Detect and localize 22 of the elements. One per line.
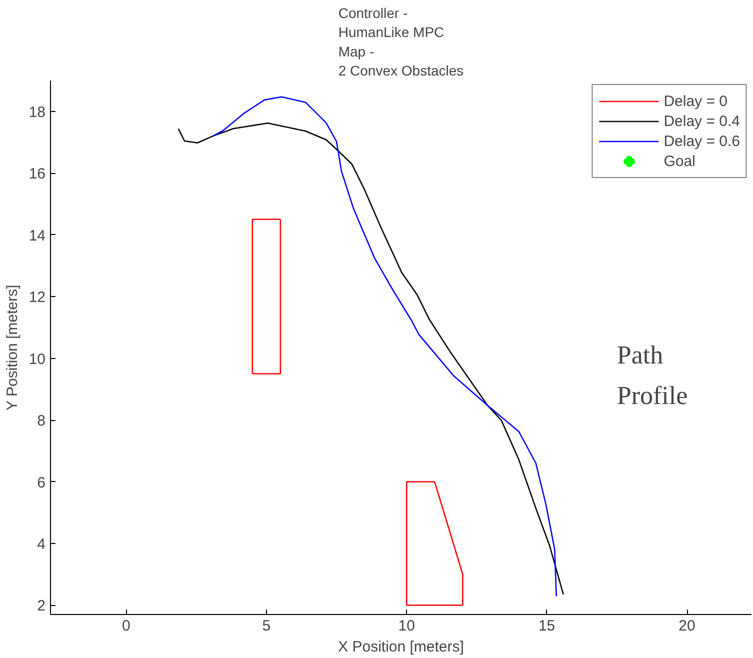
y-tick-label: 2 [37,598,46,615]
x-axis-title: X Position [meters] [338,638,464,656]
legend-label: Goal [664,152,696,170]
y-tick-label: 8 [37,412,46,430]
legend-label: Delay = 0.6 [664,132,740,150]
x-tick-label: 15 [538,618,556,634]
x-tick-label: 5 [262,618,271,634]
x-tick-label: 10 [398,618,415,634]
x-tick-label: 0 [122,618,130,634]
y-tick-label: 4 [37,536,46,554]
y-tick-label: 18 [28,104,46,121]
x-tick-label: 20 [678,618,696,634]
legend-label: Delay = 0.4 [664,112,740,130]
y-tick-label: 10 [28,350,46,368]
y-tick-label: 16 [28,166,46,183]
annotation: Path Profile [616,340,688,410]
y-axis-title: Y Position [meters] [4,284,21,410]
legend-label: Delay = 0 [664,92,728,110]
y-tick-label: 12 [28,289,46,306]
y-tick-label: 14 [28,227,46,244]
y-tick-label: 6 [37,474,46,492]
chart-title: Controller - HumanLike MPC Map - 2 Convex Obstacles [338,4,464,78]
